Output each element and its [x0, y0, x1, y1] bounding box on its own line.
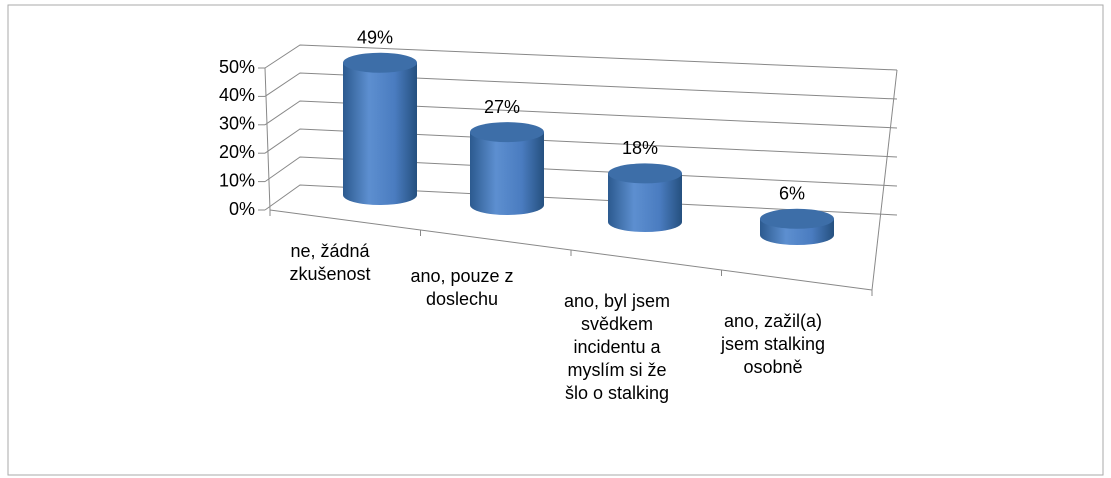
grid-line [264, 184, 898, 216]
y-tick-label: 50% [219, 57, 255, 77]
value-label: 18% [622, 138, 658, 158]
cylinder-top [760, 208, 834, 229]
value-label: 49% [357, 27, 393, 47]
cylinder-body [608, 173, 682, 232]
cylinder-top [343, 52, 417, 73]
grid-line [264, 156, 898, 187]
x-tick-label: ano, pouze z doslechu [410, 266, 514, 309]
y-tick-label: 40% [219, 85, 255, 105]
cylinder-top [470, 122, 544, 143]
x-tick-label: ano, byl jsem svědkem incidentu a myslím… [563, 291, 671, 403]
cylinder-body [343, 62, 417, 206]
y-tick-label: 0% [229, 199, 255, 219]
value-label: 6% [779, 184, 805, 204]
grid-line [264, 44, 898, 71]
grid-line [264, 128, 898, 158]
cylinder-body [470, 132, 544, 215]
grid-line [264, 100, 898, 129]
y-tick-label: 30% [219, 114, 255, 134]
grid-line [264, 72, 898, 100]
x-tick-label: ne, žádná zkušenost [289, 241, 371, 284]
y-tick-label: 20% [219, 142, 255, 162]
axis-left [264, 67, 271, 211]
cylinder-top [608, 163, 682, 184]
frame [7, 4, 1104, 476]
value-label: 27% [484, 97, 520, 117]
wall-right [871, 69, 898, 291]
y-tick-label: 10% [219, 170, 255, 190]
x-tick-label: ano, zažil(a) jsem stalking osobně [720, 311, 826, 377]
